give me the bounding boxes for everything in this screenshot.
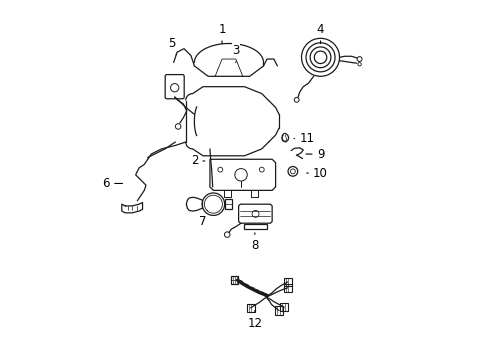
Text: 4: 4 [316,23,324,44]
Text: 8: 8 [251,233,258,252]
Text: 7: 7 [199,210,207,228]
Text: 5: 5 [168,37,176,55]
Text: 6: 6 [102,177,122,190]
Text: 3: 3 [232,44,239,63]
Text: 11: 11 [293,132,314,145]
Text: 12: 12 [247,311,262,330]
Text: 2: 2 [190,154,204,167]
Text: 10: 10 [306,167,327,180]
Text: 9: 9 [305,148,324,161]
Text: 1: 1 [218,23,225,44]
